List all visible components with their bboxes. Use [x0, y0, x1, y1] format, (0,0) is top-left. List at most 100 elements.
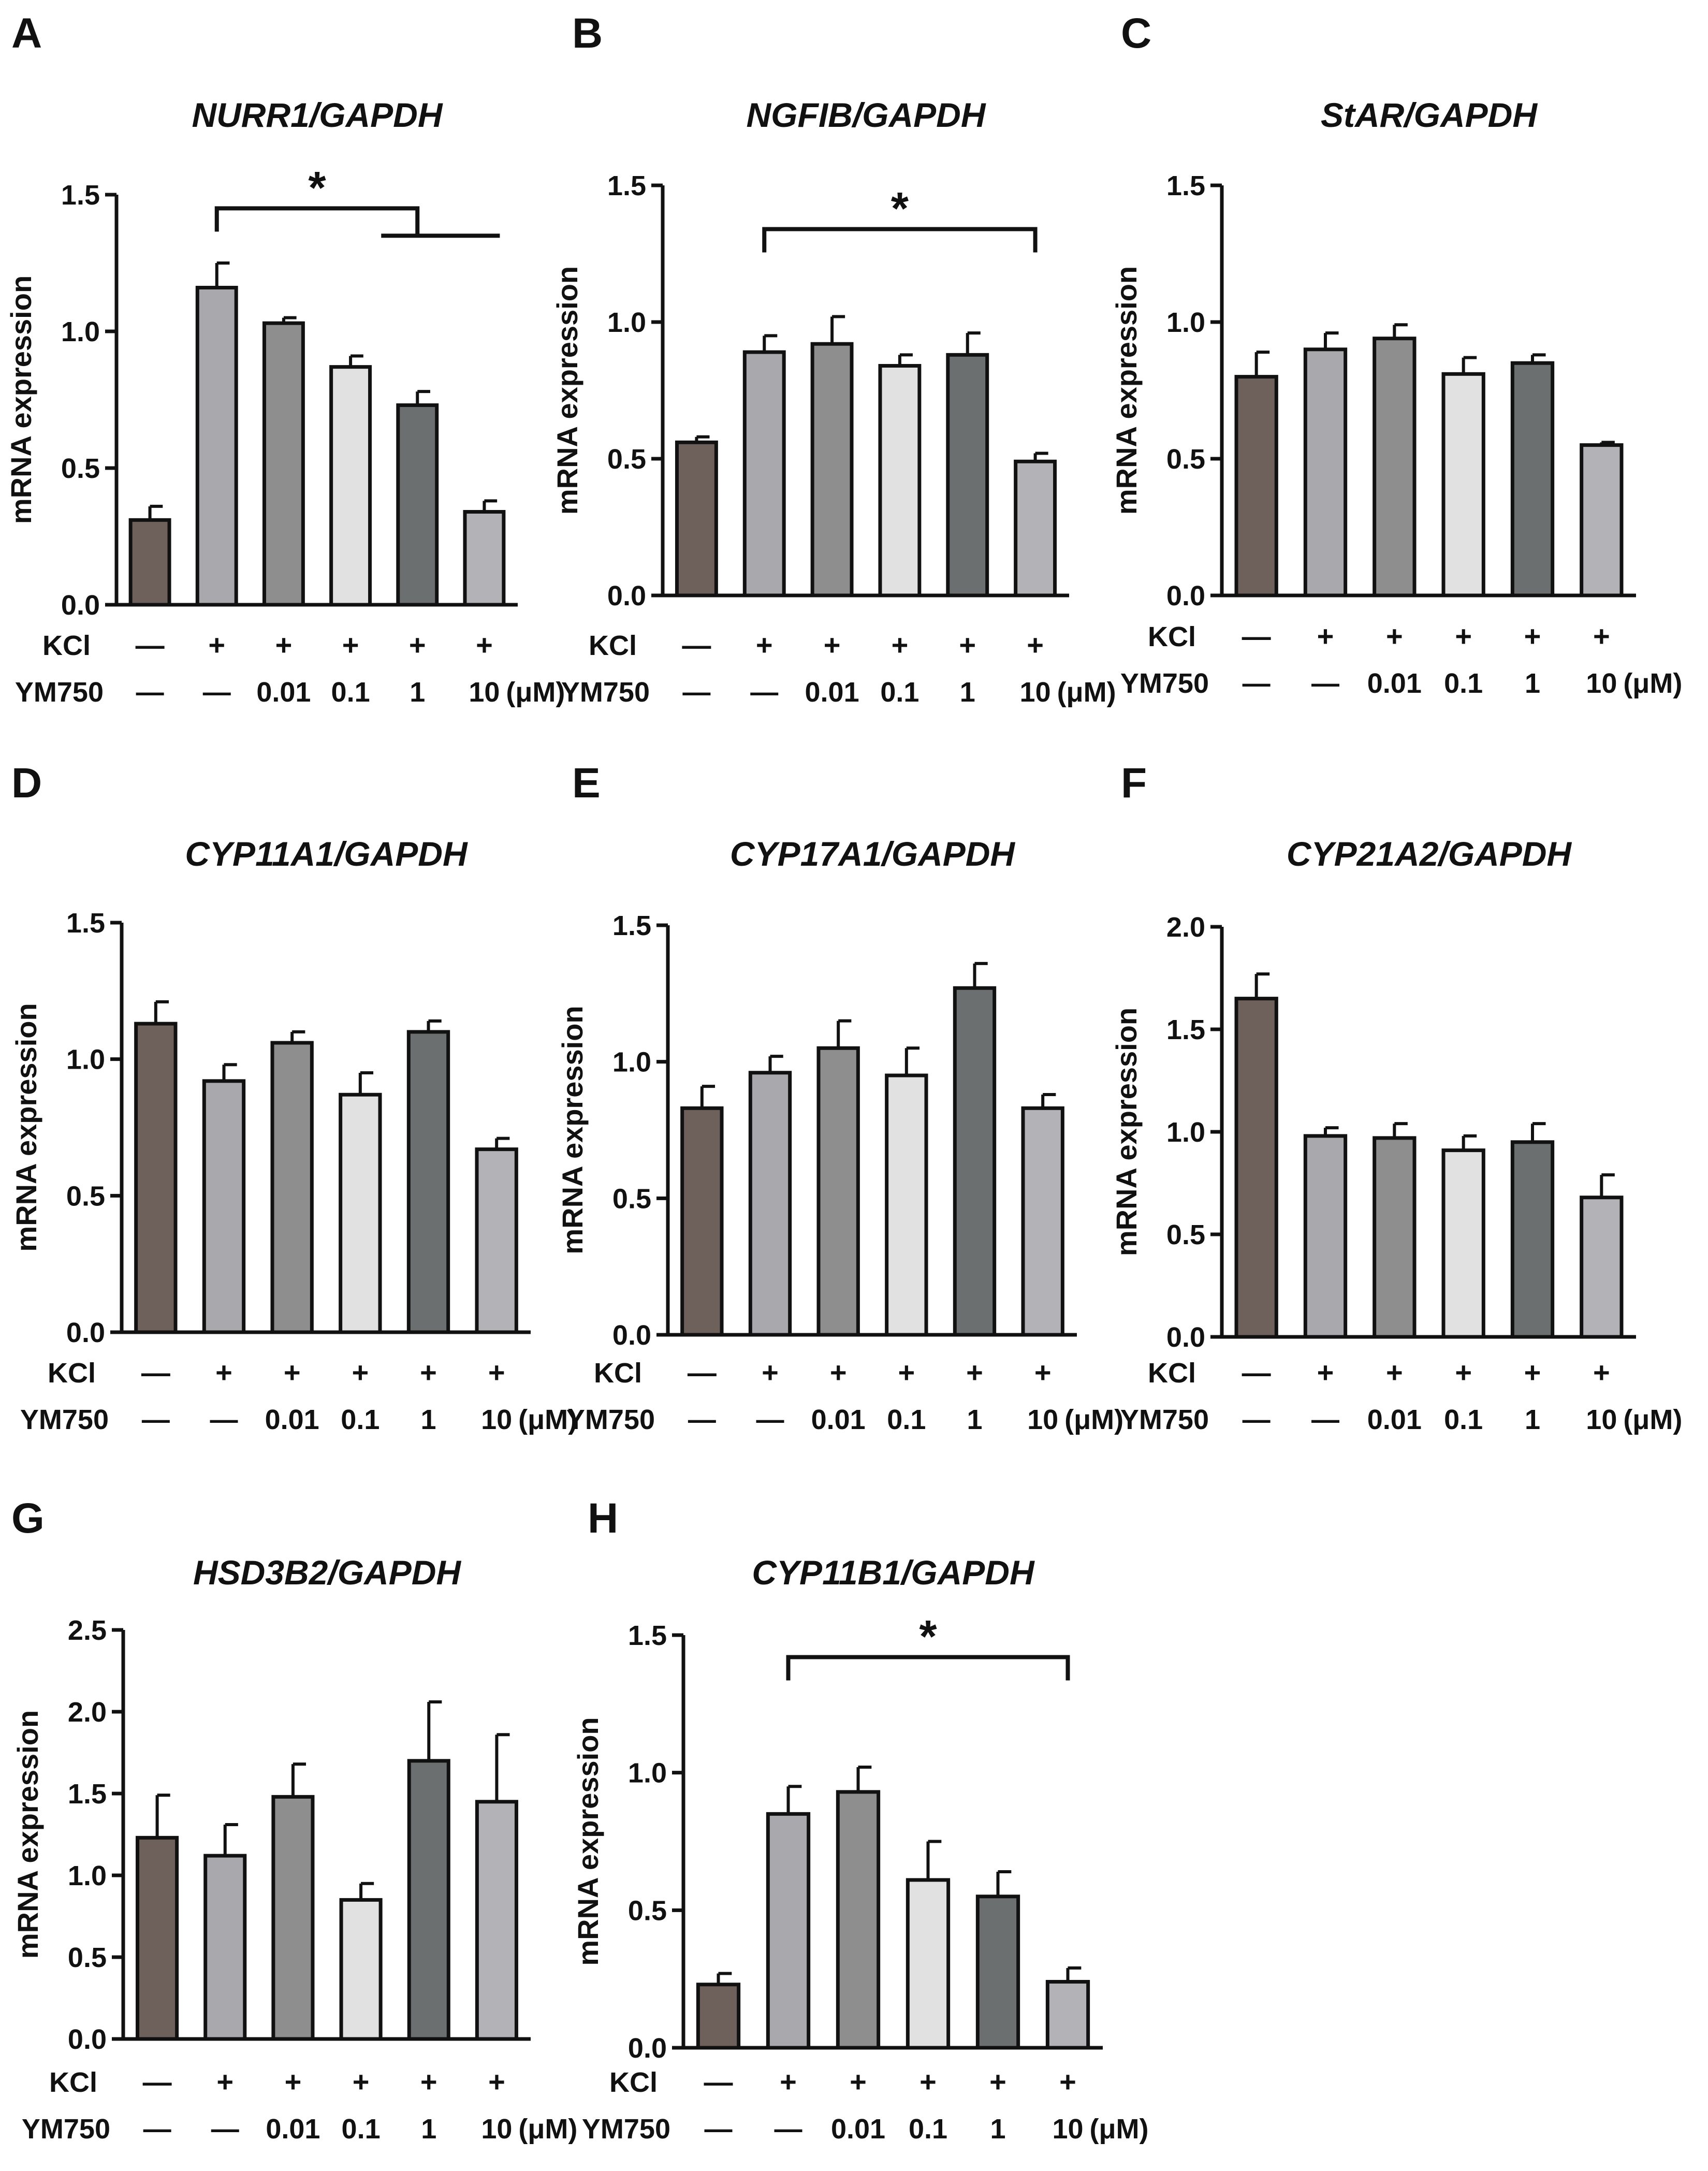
panel-h: H CYP11B1/GAPDH mRNA expression 0.0 0.5 1.0 1.… [572, 1495, 1149, 2145]
y-tick-label: 1.5 [61, 180, 100, 211]
kcl-value: — [688, 1356, 717, 1389]
ym750-value: 0.01 [265, 1404, 319, 1435]
y-axis-label: mRNA expression [10, 1003, 42, 1251]
bar-1 [680, 1106, 724, 1337]
ym750-value: 1 [421, 2114, 436, 2145]
ym750-value: 1 [420, 1404, 436, 1435]
bar-1 [134, 1022, 178, 1334]
bar-1 [1234, 375, 1278, 598]
ym750-value: — [203, 677, 231, 708]
significance-star: * [919, 1611, 937, 1662]
y-tick-label: 1.5 [1166, 1014, 1205, 1045]
bar-6 [1045, 1979, 1090, 2050]
ym750-row-label: YM750 [15, 677, 104, 708]
chart-title: NURR1/GAPDH [192, 96, 443, 134]
y-tick-label: 1.0 [607, 307, 646, 338]
ym750-value: 0.1 [331, 677, 370, 708]
kcl-value: — [136, 629, 165, 661]
bar-1 [136, 1835, 179, 2041]
bar-5 [1510, 1140, 1555, 1339]
kcl-value: + [780, 2065, 797, 2098]
kcl-row-label: KCl [594, 1358, 642, 1389]
ym750-value: 0.01 [805, 677, 859, 708]
y-axis-label: mRNA expression [5, 275, 37, 524]
bar-5 [1510, 361, 1555, 598]
ym750-value: 10 [1020, 677, 1051, 708]
chart-title: CYP17A1/GAPDH [730, 835, 1016, 873]
bar-4 [339, 1898, 383, 2041]
kcl-row-label: KCl [1148, 621, 1196, 652]
y-axis-label: mRNA expression [1110, 1008, 1143, 1256]
bar-2 [742, 350, 786, 598]
unit-label: (μM) [518, 2114, 577, 2145]
ym750-value: — [688, 1404, 716, 1435]
ym750-value: — [775, 2114, 802, 2145]
ym750-value: 0.1 [909, 2114, 947, 2145]
panel-a: A NURR1/GAPDH mRNA expression 0.0 0.5 1.0 1.5 *… [5, 10, 565, 708]
y-tick-label: 1.0 [61, 316, 100, 347]
y-tick-label: 1.0 [628, 1758, 667, 1789]
y-tick-label: 1.5 [68, 1779, 107, 1810]
ym750-value: 1 [410, 677, 425, 708]
significance-bracket: * [762, 182, 1038, 253]
ym750-row-label: YM750 [1120, 668, 1209, 699]
unit-label: (μM) [518, 1404, 577, 1435]
bar-2 [203, 1854, 247, 2041]
bar-6 [475, 1800, 518, 2041]
ym750-value: 1 [990, 2114, 1005, 2145]
bar-1 [675, 440, 718, 598]
bar-2 [748, 1071, 792, 1337]
ym750-value: 0.1 [880, 677, 919, 708]
kcl-value: + [1059, 2065, 1076, 2098]
y-tick-label: 1.0 [1166, 307, 1205, 338]
chart-title: StAR/GAPDH [1321, 96, 1538, 134]
bar-2 [1303, 347, 1348, 598]
y-tick-label: 0.0 [66, 1317, 105, 1348]
bracket-line [762, 227, 1038, 253]
bar-6 [463, 509, 506, 607]
ym750-value: 0.01 [266, 2114, 320, 2145]
panel-letter: H [588, 1495, 618, 1542]
ym750-value: — [1311, 1404, 1339, 1435]
ym750-value: — [210, 1404, 238, 1435]
kcl-value: + [476, 629, 493, 661]
kcl-value: + [420, 2065, 437, 2098]
ym750-value: — [136, 677, 164, 708]
panel-d: D CYP11A1/GAPDH mRNA expression 0.0 0.5 1.0 1.… [10, 760, 577, 1435]
y-tick-label: 0.5 [628, 1895, 667, 1926]
kcl-row-label: KCl [49, 2067, 97, 2098]
bar-4 [885, 1073, 928, 1337]
panel-letter: C [1121, 10, 1151, 57]
kcl-value: — [1242, 620, 1271, 652]
y-tick-label: 1.5 [607, 170, 646, 201]
ym750-value: 10 [1586, 1404, 1617, 1435]
y-tick-label: 2.0 [1166, 912, 1205, 943]
bar-4 [1441, 372, 1485, 598]
bar-3 [262, 321, 305, 607]
kcl-value: + [959, 629, 976, 661]
ym750-value: 0.01 [831, 2114, 885, 2145]
chart-title: CYP21A2/GAPDH [1287, 835, 1572, 873]
panel-b: B NGFIB/GAPDH mRNA expression 0.0 0.5 1.0 1.5 *… [551, 10, 1116, 708]
ym750-value: — [143, 2114, 171, 2145]
bracket-line [786, 1655, 1070, 1681]
y-tick-label: 1.0 [66, 1044, 105, 1075]
chart-title: HSD3B2/GAPDH [193, 1553, 461, 1592]
ym750-value: — [705, 2114, 733, 2145]
bar-2 [766, 1812, 811, 2050]
ym750-value: 0.01 [256, 677, 311, 708]
ym750-value: — [142, 1404, 170, 1435]
ym750-row-label: YM750 [582, 2114, 670, 2145]
y-tick-label: 0.0 [628, 2033, 667, 2064]
y-tick-label: 0.0 [1166, 1322, 1205, 1353]
bar-4 [906, 1878, 951, 2050]
ym750-value: — [1243, 668, 1271, 699]
kcl-value: + [1455, 1356, 1472, 1389]
y-tick-label: 1.0 [1166, 1117, 1205, 1148]
bar-1 [1234, 997, 1278, 1339]
kcl-value: + [208, 629, 225, 661]
y-tick-label: 0.0 [607, 580, 646, 611]
y-tick-label: 1.5 [66, 908, 105, 939]
panel-letter: A [11, 10, 42, 57]
bar-5 [975, 1895, 1020, 2050]
